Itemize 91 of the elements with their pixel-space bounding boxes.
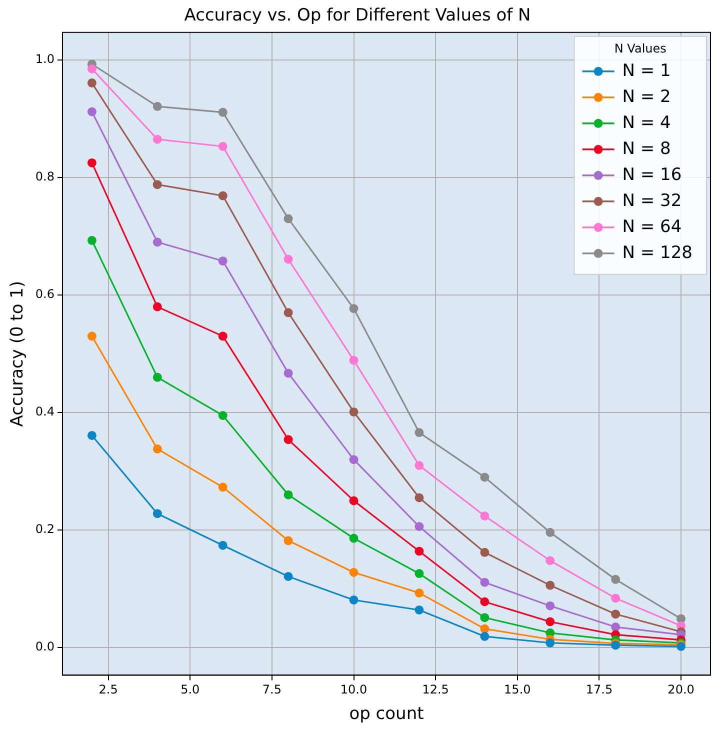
point xyxy=(152,180,162,190)
point xyxy=(284,308,293,318)
point xyxy=(284,254,293,264)
point xyxy=(152,102,162,111)
point xyxy=(152,134,162,144)
point xyxy=(546,601,555,610)
point xyxy=(152,509,162,518)
point xyxy=(218,142,228,151)
point xyxy=(152,444,162,454)
point xyxy=(218,482,228,492)
x-tick-label: 10.0 xyxy=(340,682,368,697)
point xyxy=(218,332,228,341)
point xyxy=(611,594,620,603)
point xyxy=(414,569,424,578)
legend-label: N = 8 xyxy=(622,138,671,159)
point xyxy=(218,410,228,420)
point xyxy=(414,493,424,502)
legend-label: N = 4 xyxy=(622,112,671,133)
point xyxy=(87,430,96,440)
point xyxy=(414,428,424,438)
point xyxy=(284,214,293,224)
point xyxy=(87,332,96,341)
x-tick-label: 17.5 xyxy=(586,682,613,697)
point xyxy=(152,238,162,247)
point xyxy=(349,534,358,543)
point xyxy=(152,302,162,312)
x-tick-label: 15.0 xyxy=(504,682,531,697)
point xyxy=(349,304,358,314)
point xyxy=(414,588,424,598)
point xyxy=(546,528,555,537)
point xyxy=(611,622,620,632)
point xyxy=(284,572,293,581)
point xyxy=(480,472,490,482)
legend-label: N = 64 xyxy=(622,216,682,237)
point xyxy=(87,158,96,168)
x-tick-label: 2.5 xyxy=(98,682,118,697)
point xyxy=(349,595,358,604)
chart-title: Accuracy vs. Op for Different Values of N xyxy=(184,6,531,26)
point xyxy=(611,610,620,619)
point xyxy=(218,191,228,200)
point xyxy=(349,356,358,365)
y-tick-label: 1.0 xyxy=(35,52,54,66)
legend-label: N = 1 xyxy=(622,60,671,81)
legend-title: N Values xyxy=(614,42,666,56)
x-tick-label: 7.5 xyxy=(262,682,282,697)
point xyxy=(349,455,358,464)
point xyxy=(152,372,162,382)
point xyxy=(414,546,424,556)
legend-label: N = 16 xyxy=(622,164,682,185)
x-axis-title: op count xyxy=(349,704,424,724)
point xyxy=(480,632,490,641)
x-tick-label: 5.0 xyxy=(180,682,200,697)
point xyxy=(87,64,96,74)
point xyxy=(480,613,490,622)
legend-label: N = 2 xyxy=(622,86,671,107)
point xyxy=(218,108,228,117)
point xyxy=(414,460,424,470)
point xyxy=(480,597,490,606)
point xyxy=(480,578,490,587)
point xyxy=(480,548,490,557)
point xyxy=(87,78,96,88)
point xyxy=(546,580,555,590)
legend-label: N = 32 xyxy=(622,190,682,211)
point xyxy=(87,236,96,245)
point xyxy=(546,638,555,648)
point xyxy=(546,556,555,566)
point xyxy=(480,511,490,520)
point xyxy=(284,368,293,378)
point xyxy=(414,605,424,614)
y-tick-label: 0.0 xyxy=(35,640,54,654)
point xyxy=(349,407,358,416)
point xyxy=(349,496,358,506)
y-tick-label: 0.2 xyxy=(35,522,54,536)
point xyxy=(218,256,228,266)
y-axis-title: Accuracy (0 to 1) xyxy=(8,280,28,427)
point xyxy=(349,568,358,577)
point xyxy=(284,490,293,500)
x-tick-label: 12.5 xyxy=(422,682,449,697)
legend-label: N = 128 xyxy=(622,242,692,263)
point xyxy=(218,540,228,550)
x-tick-label: 20.0 xyxy=(668,682,694,697)
point xyxy=(611,574,620,584)
y-tick-label: 0.8 xyxy=(35,170,54,184)
point xyxy=(87,107,96,116)
y-tick-label: 0.4 xyxy=(35,404,54,419)
point xyxy=(284,435,293,444)
point xyxy=(284,536,293,546)
point xyxy=(546,617,555,626)
point xyxy=(480,624,490,634)
point xyxy=(414,522,424,532)
y-tick-label: 0.6 xyxy=(35,287,54,302)
